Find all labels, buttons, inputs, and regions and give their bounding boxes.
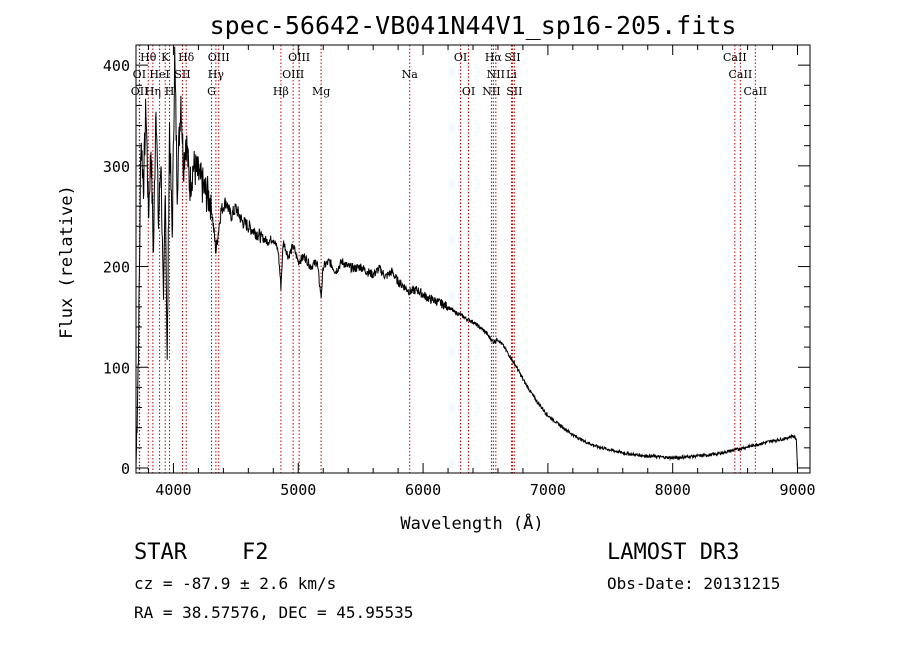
object-subclass: F2	[242, 540, 269, 565]
y-tick-label: 100	[103, 359, 130, 377]
spectral-line-label: Hθ	[140, 51, 157, 64]
spectral-line-label: CaII	[723, 51, 747, 64]
spectral-line-label: SII	[506, 85, 522, 98]
spectral-line-label: SII	[504, 51, 520, 64]
x-tick-label: 8000	[655, 481, 691, 499]
spectral-line-label: Hγ	[208, 68, 225, 81]
spectral-line-label: OI	[462, 85, 475, 98]
spectral-line-label: Hα	[485, 51, 503, 64]
spectrum-line	[135, 46, 798, 469]
spectral-line-label: Mg	[312, 85, 330, 98]
y-tick-label: 200	[103, 259, 130, 277]
x-axis-label: Wavelength (Å)	[400, 512, 543, 534]
survey-name: LAMOST DR3	[607, 540, 740, 565]
spectral-line-label: Hη	[145, 85, 161, 98]
spectral-line-label: CaII	[729, 68, 753, 81]
spectral-lines	[138, 45, 756, 473]
spectral-line-label: SII	[174, 68, 190, 81]
spectral-line-label: OI	[133, 68, 146, 81]
spectral-line-label: OIII	[288, 51, 310, 64]
x-tick-label: 7000	[530, 481, 566, 499]
spectral-line-label: Hδ	[178, 51, 195, 64]
spectral-line-label: OIII	[208, 51, 230, 64]
x-tick-label: 4000	[155, 481, 191, 499]
spectral-line-label: OIII	[282, 68, 304, 81]
y-tick-label: 300	[103, 158, 130, 176]
spectral-line-label: NII	[487, 68, 505, 81]
redshift-velocity: cz = -87.9 ± 2.6 km/s	[134, 574, 337, 593]
spectral-line-label: OII	[131, 85, 149, 98]
axis-ticks: 4000 5000 6000 7000 8000 9000 0 100 200 300 400	[103, 45, 816, 499]
spectral-line-label: HeI	[149, 68, 169, 81]
spectral-line-label: K	[161, 51, 170, 64]
x-tick-label: 5000	[280, 481, 316, 499]
coordinates: RA = 38.57576, DEC = 45.95535	[134, 603, 414, 622]
y-tick-label: 0	[121, 460, 130, 478]
spectral-line-label: Li	[506, 68, 517, 81]
spectral-line-label: Na	[402, 68, 419, 81]
spectral-line-label: NII	[482, 85, 500, 98]
chart-title: spec-56642-VB041N44V1_sp16-205.fits	[210, 11, 737, 40]
spectral-line-label: G	[207, 85, 216, 98]
x-tick-label: 9000	[779, 481, 815, 499]
spectral-line-label: CaII	[743, 85, 767, 98]
object-class: STAR	[134, 540, 187, 565]
y-axis-label: Flux (relative)	[57, 185, 77, 339]
spectral-line-label: H	[165, 85, 175, 98]
plot-frame	[135, 44, 811, 474]
y-tick-label: 400	[103, 57, 130, 75]
spectral-line-label: Hβ	[273, 85, 289, 98]
x-tick-label: 6000	[405, 481, 441, 499]
spectral-line-label: OI	[454, 51, 467, 64]
observation-date: Obs-Date: 20131215	[607, 574, 781, 593]
